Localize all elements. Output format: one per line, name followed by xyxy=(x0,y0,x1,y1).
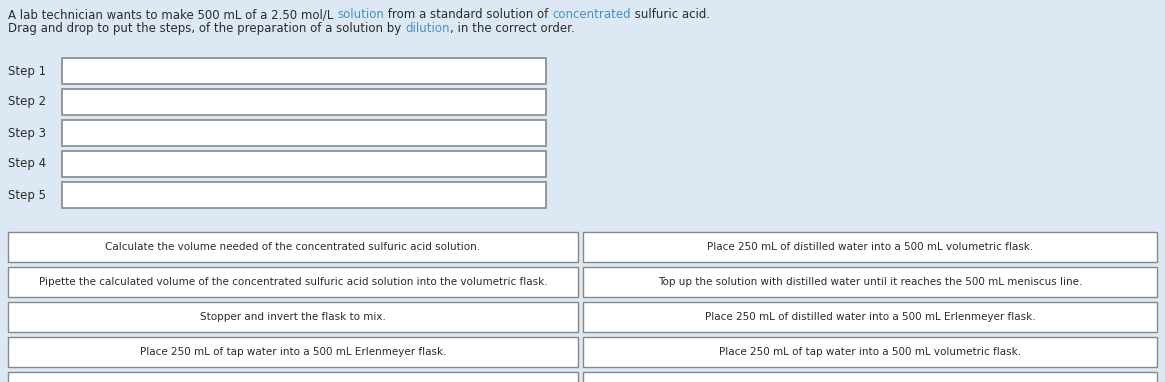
Bar xyxy=(62,58,546,84)
Text: from a standard solution of: from a standard solution of xyxy=(384,8,552,21)
Text: sulfuric acid.: sulfuric acid. xyxy=(630,8,709,21)
Text: Pipette the calculated volume of the concentrated sulfuric acid solution into th: Pipette the calculated volume of the con… xyxy=(38,277,548,287)
Text: Step 4: Step 4 xyxy=(8,157,47,170)
Text: Step 3: Step 3 xyxy=(8,126,45,139)
Bar xyxy=(62,151,546,177)
Text: Place 250 mL of distilled water into a 500 mL volumetric flask.: Place 250 mL of distilled water into a 5… xyxy=(707,242,1033,252)
Bar xyxy=(8,337,578,367)
Bar xyxy=(8,302,578,332)
Bar xyxy=(582,302,1157,332)
Bar xyxy=(8,267,578,297)
Text: Drag and drop to put the steps, of the preparation of a solution by: Drag and drop to put the steps, of the p… xyxy=(8,22,405,35)
Bar xyxy=(582,232,1157,262)
Text: concentrated: concentrated xyxy=(552,8,630,21)
Bar xyxy=(62,89,546,115)
Bar xyxy=(8,232,578,262)
Text: Stopper and invert the flask to mix.: Stopper and invert the flask to mix. xyxy=(200,312,386,322)
Text: , in the correct order.: , in the correct order. xyxy=(450,22,574,35)
Bar xyxy=(582,267,1157,297)
Bar xyxy=(582,372,1157,382)
Text: Step 2: Step 2 xyxy=(8,96,47,108)
Text: Step 5: Step 5 xyxy=(8,188,45,201)
Bar xyxy=(8,372,578,382)
Bar xyxy=(62,120,546,146)
Text: Place 250 mL of tap water into a 500 mL Erlenmeyer flask.: Place 250 mL of tap water into a 500 mL … xyxy=(140,347,446,357)
Text: Calculate the volume needed of the concentrated sulfuric acid solution.: Calculate the volume needed of the conce… xyxy=(106,242,480,252)
Text: dilution: dilution xyxy=(405,22,450,35)
Text: solution: solution xyxy=(337,8,384,21)
Text: A lab technician wants to make 500 mL of a 2.50 mol/L: A lab technician wants to make 500 mL of… xyxy=(8,8,337,21)
Text: Place 250 mL of distilled water into a 500 mL Erlenmeyer flask.: Place 250 mL of distilled water into a 5… xyxy=(705,312,1036,322)
Text: Top up the solution with distilled water until it reaches the 500 mL meniscus li: Top up the solution with distilled water… xyxy=(658,277,1082,287)
Text: Step 1: Step 1 xyxy=(8,65,47,78)
Text: Place 250 mL of tap water into a 500 mL volumetric flask.: Place 250 mL of tap water into a 500 mL … xyxy=(719,347,1021,357)
Bar xyxy=(582,337,1157,367)
Bar xyxy=(62,182,546,208)
